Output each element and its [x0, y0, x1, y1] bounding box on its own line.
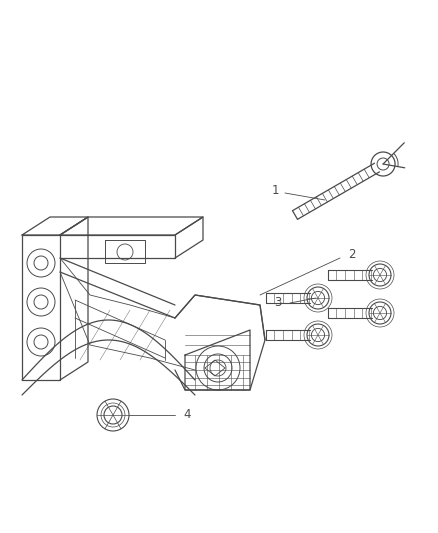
Text: 4: 4 [183, 408, 191, 422]
Text: 2: 2 [348, 248, 356, 262]
Text: 3: 3 [274, 296, 282, 310]
Text: 1: 1 [271, 183, 279, 197]
